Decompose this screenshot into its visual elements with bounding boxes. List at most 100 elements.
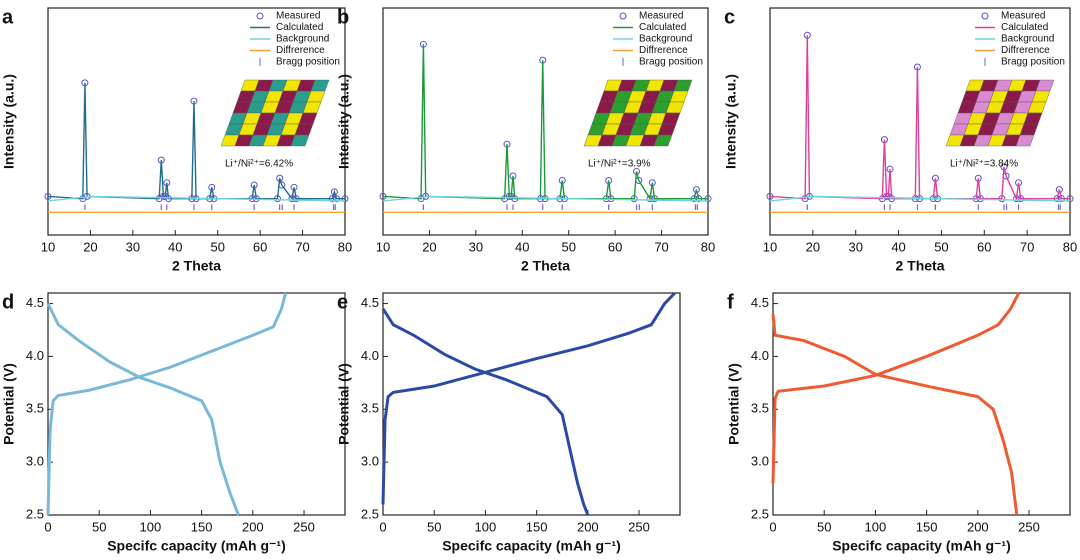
y-tick-label: 4.5 <box>361 295 379 310</box>
legend-label: Background <box>639 34 692 45</box>
x-tick-label: 40 <box>515 239 529 254</box>
y-tick-label: 3.0 <box>751 454 769 469</box>
x-tick-label: 200 <box>577 519 599 534</box>
x-tick-label: 10 <box>763 239 777 254</box>
y-tick-label: 3.5 <box>26 401 44 416</box>
x-tick-label: 150 <box>526 519 548 534</box>
annotation: Li⁺/Ni²⁺=3.84% <box>950 159 1018 170</box>
annotation: Li⁺/Ni²⁺=3.9% <box>588 159 651 170</box>
y-axis-label: Intensity (a.u.) <box>723 74 739 169</box>
x-tick-label: 20 <box>806 239 820 254</box>
legend-label: Bragg position <box>1001 57 1065 68</box>
y-axis-label: Intensity (a.u.) <box>1 74 17 169</box>
plot-frame <box>382 292 681 516</box>
y-tick-label: 3.0 <box>26 454 44 469</box>
x-axis-label: Specifc capacity (mAh g⁻¹) <box>107 538 286 554</box>
x-tick-label: 50 <box>92 519 106 534</box>
data-line <box>47 195 346 202</box>
data-line <box>46 302 240 516</box>
legend-label: Diffrerence <box>1001 45 1050 56</box>
panel-label: b <box>337 6 349 28</box>
data-line <box>381 291 676 505</box>
x-axis-label: 2 Theta <box>521 258 570 274</box>
legend-label: Calculated <box>276 22 323 33</box>
x-tick-label: 80 <box>338 239 352 254</box>
y-tick-label: 4.0 <box>361 348 379 363</box>
y-tick-label: 3.5 <box>361 401 379 416</box>
x-tick-label: 100 <box>475 519 497 534</box>
x-tick-label: 80 <box>1063 239 1077 254</box>
legend-marker <box>619 12 627 20</box>
legend-label: Calculated <box>639 22 686 33</box>
x-tick-label: 40 <box>168 239 182 254</box>
measured-point <box>330 188 338 196</box>
x-tick-label: 10 <box>41 239 55 254</box>
x-tick-label: 100 <box>140 519 162 534</box>
x-axis-label: Specifc capacity (mAh g⁻¹) <box>832 538 1011 554</box>
y-tick-label: 4.0 <box>751 348 769 363</box>
x-tick-label: 100 <box>865 519 887 534</box>
data-line <box>382 44 708 201</box>
y-tick-label: 2.5 <box>361 506 379 521</box>
x-tick-label: 60 <box>253 239 267 254</box>
x-tick-label: 70 <box>295 239 309 254</box>
plot-frame <box>47 7 346 236</box>
legend-marker <box>256 12 264 20</box>
x-tick-label: 250 <box>293 519 315 534</box>
legend-marker <box>981 12 989 20</box>
y-tick-label: 4.5 <box>26 295 44 310</box>
annotation: Li⁺/Ni²⁺=6.42% <box>225 159 293 170</box>
legend-label: Diffrerence <box>639 45 688 56</box>
data-line <box>47 82 345 201</box>
y-axis-label: Intensity (a.u.) <box>336 74 352 169</box>
data-line <box>771 292 1021 484</box>
panel-label: f <box>727 291 734 313</box>
legend-label: Background <box>276 34 329 45</box>
data-line <box>46 292 288 516</box>
x-tick-label: 50 <box>427 519 441 534</box>
x-tick-label: 0 <box>44 519 51 534</box>
x-tick-label: 60 <box>977 239 991 254</box>
y-tick-label: 4.5 <box>751 295 769 310</box>
x-tick-label: 10 <box>376 239 390 254</box>
x-tick-label: 150 <box>191 519 213 534</box>
x-tick-label: 50 <box>210 239 224 254</box>
x-tick-label: 70 <box>1020 239 1034 254</box>
y-axis-label: Potential (V) <box>1 363 17 445</box>
data-line <box>769 35 1070 202</box>
legend-label: Measured <box>1001 11 1045 22</box>
x-tick-label: 70 <box>654 239 668 254</box>
plot-frame <box>772 292 1071 516</box>
legend-label: Diffrerence <box>276 45 325 56</box>
x-axis-label: 2 Theta <box>895 258 944 274</box>
y-tick-label: 4.0 <box>26 348 44 363</box>
x-tick-label: 50 <box>934 239 948 254</box>
x-tick-label: 250 <box>1018 519 1040 534</box>
x-tick-label: 150 <box>916 519 938 534</box>
panel-label: d <box>2 291 14 313</box>
panel-label: a <box>2 6 14 28</box>
x-tick-label: 50 <box>817 519 831 534</box>
x-tick-label: 60 <box>608 239 622 254</box>
y-tick-label: 3.0 <box>361 454 379 469</box>
x-tick-label: 30 <box>848 239 862 254</box>
x-tick-label: 250 <box>628 519 650 534</box>
y-tick-label: 3.5 <box>751 401 769 416</box>
data-line <box>769 195 1071 202</box>
panel-label: e <box>337 291 348 313</box>
inset-cell <box>1015 134 1035 147</box>
data-line <box>381 308 590 516</box>
legend-label: Measured <box>639 11 683 22</box>
legend-label: Measured <box>276 11 320 22</box>
y-tick-label: 2.5 <box>26 506 44 521</box>
data-line <box>771 313 1019 516</box>
inset-cell <box>653 134 673 147</box>
y-axis-label: Potential (V) <box>726 363 742 445</box>
x-tick-label: 40 <box>891 239 905 254</box>
x-tick-label: 0 <box>379 519 386 534</box>
x-tick-label: 20 <box>83 239 97 254</box>
plot-frame <box>769 7 1071 236</box>
data-line <box>382 195 709 202</box>
x-tick-label: 20 <box>422 239 436 254</box>
